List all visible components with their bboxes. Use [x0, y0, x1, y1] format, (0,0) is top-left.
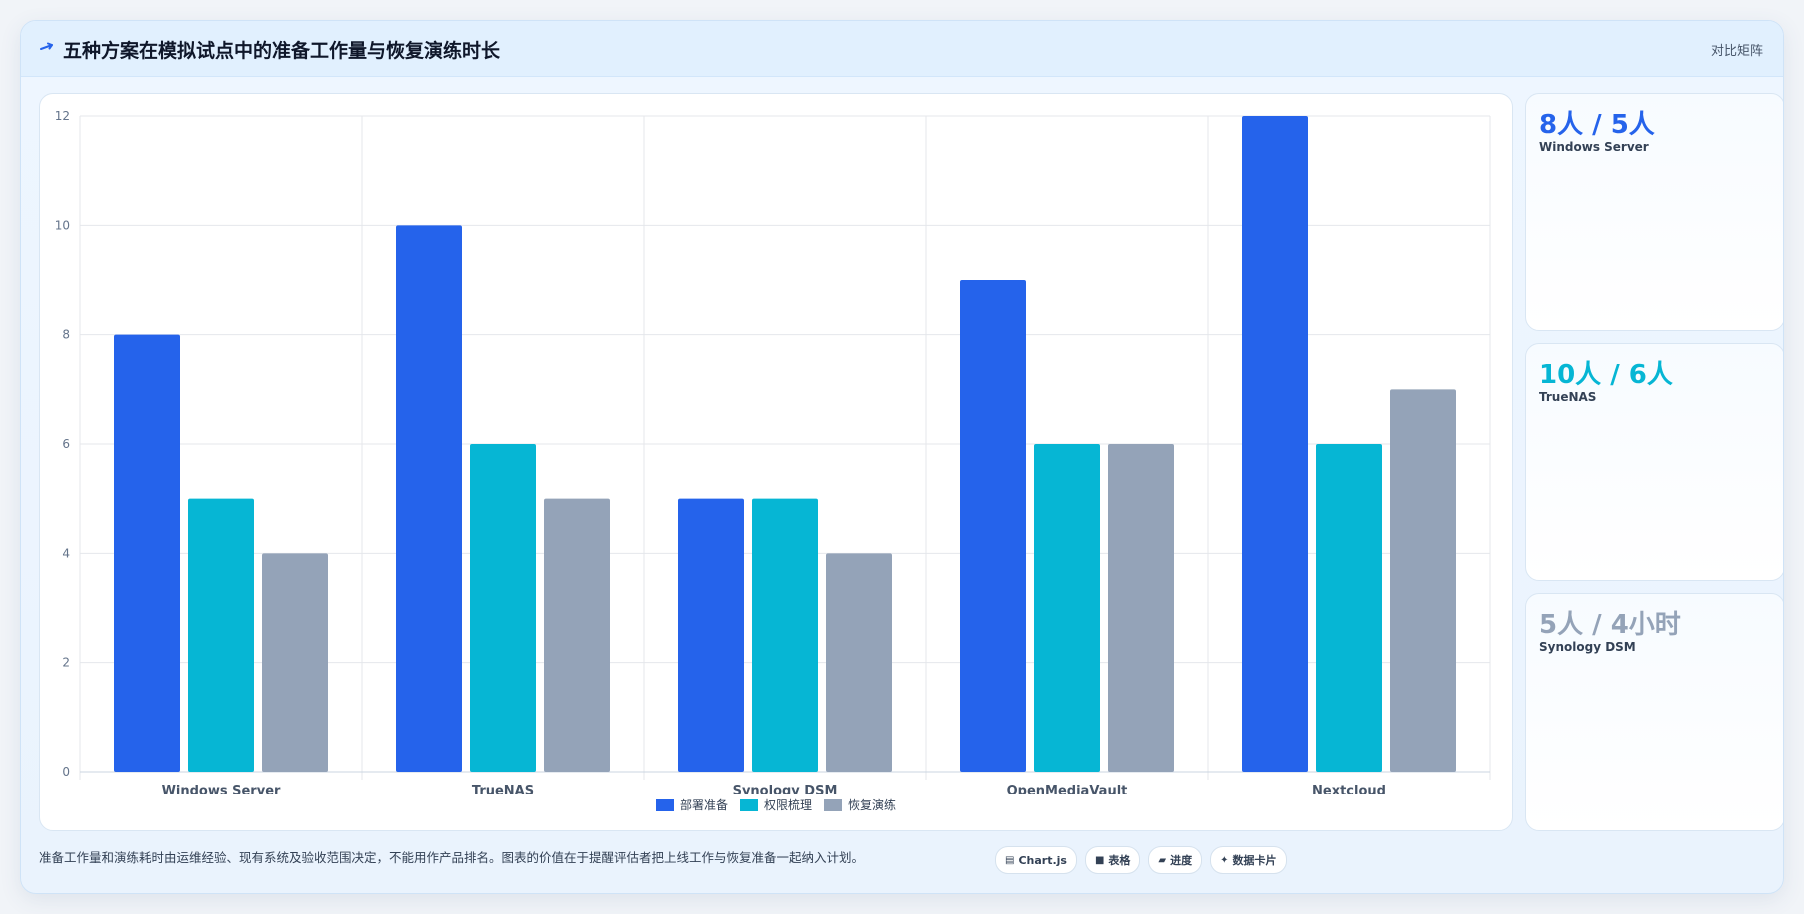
x-tick-label: Windows Server — [162, 784, 281, 794]
bar — [396, 225, 462, 773]
table-icon: ■ — [1094, 854, 1105, 866]
bar — [114, 334, 180, 772]
stat-card-value: 10人 / 6人 — [1539, 360, 1673, 390]
chip-label: 数据卡片 — [1232, 854, 1277, 867]
legend-label: 权限梳理 — [763, 798, 812, 812]
y-tick-label: 12 — [55, 109, 70, 123]
y-tick-label: 8 — [62, 328, 70, 342]
y-tick-label: 6 — [62, 437, 70, 451]
bar — [262, 553, 328, 772]
chart-icon: ▤ — [1005, 854, 1015, 866]
legend-item[interactable]: 部署准备 — [655, 796, 728, 813]
x-tick-label: Synology DSM — [733, 784, 838, 794]
bar — [678, 498, 744, 772]
chip-label: 进度 — [1170, 854, 1193, 867]
legend-item[interactable]: 恢复演练 — [824, 796, 896, 813]
x-tick-label: Nextcloud — [1312, 784, 1386, 794]
chart-legend: 部署准备 权限梳理 恢复演练 — [40, 796, 1512, 813]
y-tick-label: 4 — [62, 546, 70, 560]
card-header: 五种方案在模拟试点中的准备工作量与恢复演练时长 对比矩阵 — [21, 21, 1783, 77]
legend-swatch — [739, 798, 758, 811]
stat-card-value: 5人 / 4小时 — [1539, 610, 1681, 640]
comparison-matrix-link[interactable]: 对比矩阵 — [1710, 44, 1763, 59]
chip-table[interactable]: ■ 表格 — [1084, 846, 1141, 874]
legend-swatch — [655, 798, 674, 811]
y-tick-label: 10 — [55, 218, 70, 232]
x-tick-label: OpenMediaVault — [1007, 784, 1128, 794]
stat-card-label: TrueNAS — [1539, 390, 1597, 404]
bar — [544, 498, 610, 772]
bar-chart: 0 2 4 6 8 10 12 Windows Server TrueNAS Synology D… — [55, 109, 1491, 794]
bar — [826, 553, 892, 772]
y-tick-label: 0 — [62, 765, 70, 779]
bar — [1316, 444, 1382, 772]
page-title: 五种方案在模拟试点中的准备工作量与恢复演练时长 — [63, 40, 501, 62]
progress-icon: ▰ — [1158, 854, 1167, 866]
bar — [470, 444, 536, 772]
bar — [1242, 116, 1308, 772]
legend-label: 部署准备 — [679, 798, 728, 812]
stat-card-synology-dsm: 5人 / 4小时 Synology DSM — [1525, 593, 1783, 831]
chip-progress[interactable]: ▰ 进度 — [1148, 846, 1203, 874]
x-tick-label: TrueNAS — [472, 784, 534, 794]
chip-data-cards[interactable]: ✦ 数据卡片 — [1210, 846, 1287, 874]
chip-label: Chart.js — [1018, 853, 1067, 867]
chip-chartjs[interactable]: ▤ Chart.js — [995, 846, 1077, 874]
bar — [1034, 444, 1100, 772]
stat-card-value: 8人 / 5人 — [1539, 110, 1655, 140]
legend-label: 恢复演练 — [848, 798, 897, 812]
stat-card-label: Synology DSM — [1539, 640, 1636, 654]
stat-card-label: Windows Server — [1539, 140, 1649, 154]
legend-swatch — [824, 798, 842, 811]
bar — [1108, 444, 1174, 772]
sparkle-icon: ✦ — [1220, 854, 1229, 866]
legend-item[interactable]: 权限梳理 — [739, 796, 812, 813]
chip-label: 表格 — [1108, 854, 1131, 867]
main-card: 五种方案在模拟试点中的准备工作量与恢复演练时长 对比矩阵 0 2 4 6 8 10 12 Wi… — [20, 20, 1784, 894]
view-chips: ▤ Chart.js ■ 表格 ▰ 进度 ✦ 数据卡片 — [995, 846, 1287, 874]
y-tick-label: 2 — [62, 656, 70, 670]
footnote: 准备工作量和演练耗时由运维经验、现有系统及验收范围决定，不能用作产品排名。图表的… — [39, 850, 865, 865]
stat-card-truenas: 10人 / 6人 TrueNAS — [1525, 343, 1783, 581]
bar — [1390, 389, 1456, 772]
chart-panel: 0 2 4 6 8 10 12 Windows Server TrueNAS Synology D… — [39, 93, 1513, 831]
arrow-icon — [40, 42, 53, 50]
stat-card-windows-server: 8人 / 5人 Windows Server — [1525, 93, 1783, 331]
bar — [752, 498, 818, 772]
bar — [960, 280, 1026, 772]
bar — [188, 498, 254, 772]
